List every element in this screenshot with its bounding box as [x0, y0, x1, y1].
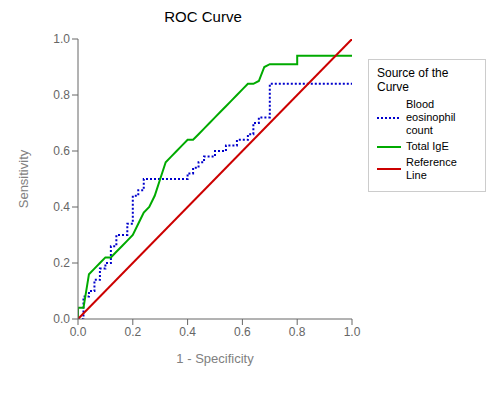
- svg-text:0.0: 0.0: [53, 312, 70, 326]
- svg-text:1.0: 1.0: [53, 32, 70, 46]
- html-text:Reference Line: Reference Line: [406, 156, 457, 181]
- svg-text:0.6: 0.6: [234, 325, 251, 339]
- html-text:Total IgE: Total IgE: [406, 140, 449, 152]
- svg-text:0.8: 0.8: [289, 325, 306, 339]
- svg-text:1.0: 1.0: [344, 325, 361, 339]
- svg-text:Sensitivity: Sensitivity: [16, 149, 31, 208]
- svg-text:0.4: 0.4: [179, 325, 196, 339]
- svg-text:0.6: 0.6: [53, 144, 70, 158]
- svg-text:0.2: 0.2: [53, 256, 70, 270]
- html-text:Blood eosinophil count: Blood eosinophil count: [406, 98, 456, 136]
- html-text:Source of the Curve: Source of the Curve: [377, 66, 449, 94]
- svg-text:1 - Specificity: 1 - Specificity: [176, 351, 254, 366]
- svg-text:0.2: 0.2: [124, 325, 141, 339]
- html-text:ROC Curve: ROC Curve: [164, 8, 242, 25]
- svg-text:0.8: 0.8: [53, 88, 70, 102]
- svg-text:0.4: 0.4: [53, 200, 70, 214]
- svg-text:0.0: 0.0: [70, 325, 87, 339]
